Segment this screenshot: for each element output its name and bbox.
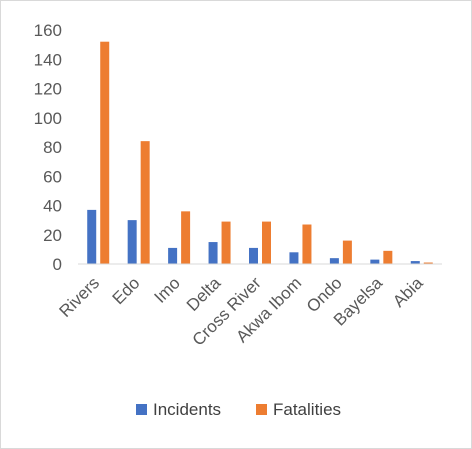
bar-fatalities-delta bbox=[221, 221, 231, 264]
y-tick-label: 20 bbox=[43, 226, 62, 245]
bar-incidents-bayelsa bbox=[370, 259, 380, 264]
bar-fatalities-imo bbox=[181, 211, 191, 264]
bar-fatalities-rivers bbox=[100, 41, 110, 265]
legend-label-fatalities: Fatalities bbox=[273, 400, 341, 419]
bar-incidents-ondo bbox=[329, 258, 339, 264]
bar-incidents-imo bbox=[168, 247, 178, 264]
y-tick-label: 160 bbox=[34, 21, 62, 40]
bar-incidents-delta bbox=[208, 242, 218, 264]
bar-fatalities-akwa-ibom bbox=[302, 224, 312, 264]
y-tick-label: 100 bbox=[34, 109, 62, 128]
bar-incidents-edo bbox=[127, 220, 137, 264]
bar-incidents-rivers bbox=[87, 209, 97, 264]
legend-swatch-fatalities bbox=[256, 404, 267, 415]
y-tick-label: 120 bbox=[34, 80, 62, 99]
bars bbox=[87, 41, 433, 265]
bar-incidents-abia bbox=[410, 261, 420, 264]
bar-fatalities-edo bbox=[140, 141, 150, 264]
y-tick-label: 60 bbox=[43, 167, 62, 186]
y-tick-label: 140 bbox=[34, 50, 62, 69]
y-tick-label: 40 bbox=[43, 197, 62, 216]
y-axis: 0 20 40 60 80 100 120 140 160 bbox=[34, 21, 62, 274]
legend-label-incidents: Incidents bbox=[153, 400, 221, 419]
bar-fatalities-abia bbox=[423, 262, 433, 264]
bar-fatalities-bayelsa bbox=[383, 250, 393, 264]
legend-swatch-incidents bbox=[136, 404, 147, 415]
y-tick-label: 0 bbox=[53, 255, 62, 274]
y-tick-label: 80 bbox=[43, 138, 62, 157]
legend: Incidents Fatalities bbox=[136, 400, 341, 419]
bar-fatalities-cross-river bbox=[262, 221, 271, 264]
bar-incidents-cross-river bbox=[249, 247, 258, 264]
bar-incidents-akwa-ibom bbox=[289, 252, 299, 264]
bar-fatalities-ondo bbox=[342, 240, 352, 264]
